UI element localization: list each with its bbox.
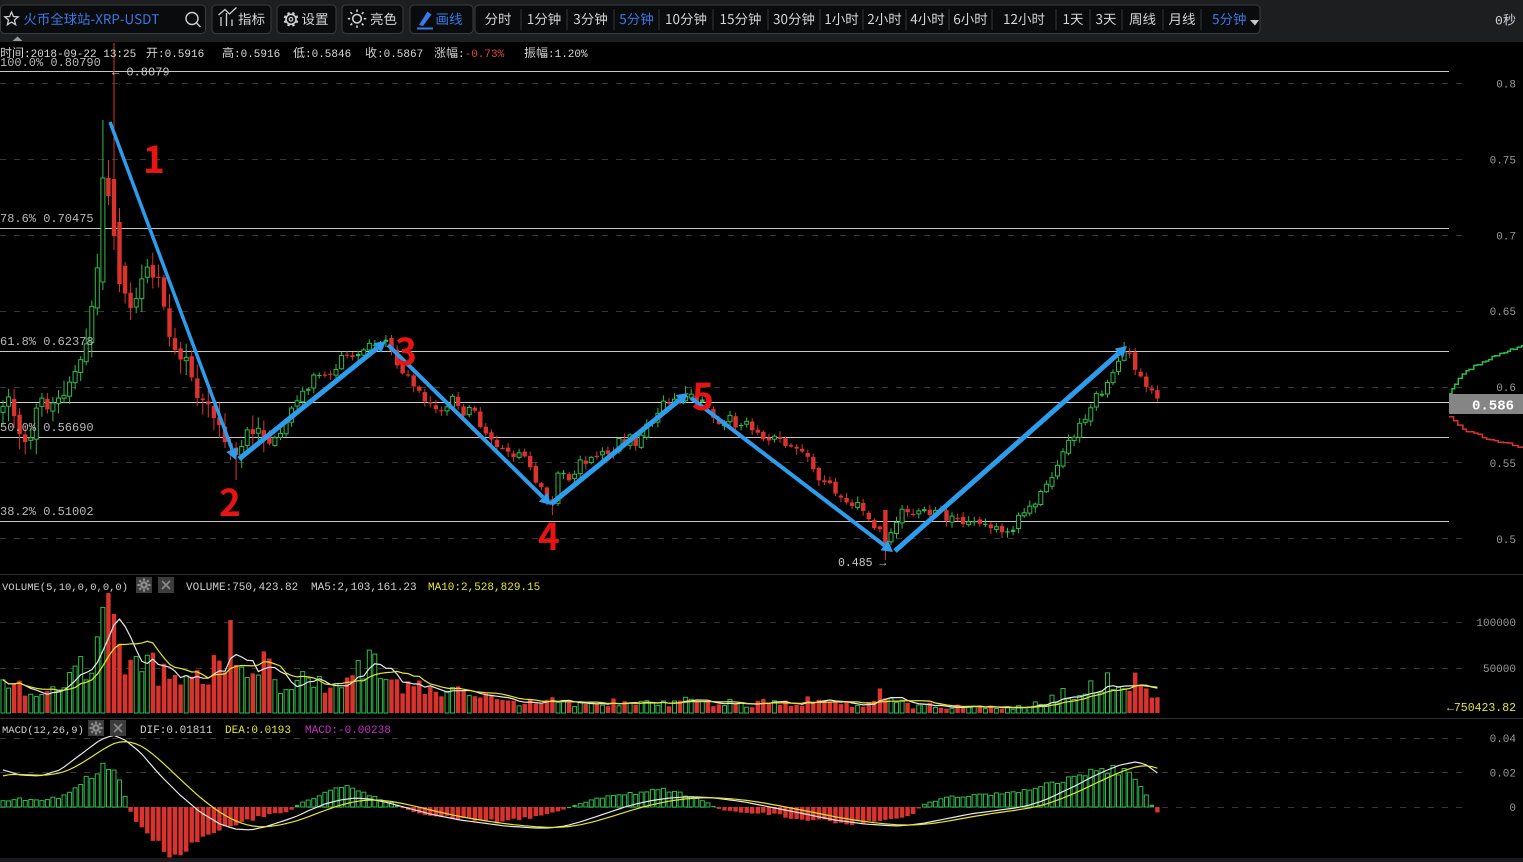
svg-text:MA5:2,103,161.23: MA5:2,103,161.23 bbox=[311, 582, 417, 594]
svg-text:0.485 →: 0.485 → bbox=[838, 557, 886, 570]
svg-text:0: 0 bbox=[1509, 803, 1516, 815]
svg-text:VOLUME:750,423.82: VOLUME:750,423.82 bbox=[186, 582, 298, 594]
svg-text:DEA:0.0193: DEA:0.0193 bbox=[225, 725, 291, 737]
svg-text:0.586: 0.586 bbox=[1472, 399, 1514, 415]
svg-text::2018-09-22 13:25: :2018-09-22 13:25 bbox=[24, 49, 136, 61]
svg-text:←750423.82: ←750423.82 bbox=[1447, 702, 1516, 715]
svg-text::: : bbox=[458, 49, 465, 61]
svg-text:0.65: 0.65 bbox=[1490, 307, 1516, 319]
svg-text:50.0% 0.56690: 50.0% 0.56690 bbox=[0, 421, 94, 435]
svg-text:0.5: 0.5 bbox=[1496, 535, 1516, 547]
svg-text:DIF:0.01811: DIF:0.01811 bbox=[140, 725, 213, 737]
svg-text:0: 0 bbox=[1495, 14, 1503, 29]
svg-text:0.7: 0.7 bbox=[1496, 231, 1516, 243]
svg-text:VOLUME(5,10,0,0,0,0): VOLUME(5,10,0,0,0,0) bbox=[2, 582, 128, 594]
svg-text:MA10:2,528,829.15: MA10:2,528,829.15 bbox=[428, 582, 540, 594]
svg-text:MACD(12,26,9): MACD(12,26,9) bbox=[2, 725, 84, 737]
svg-text:MACD:-0.00238: MACD:-0.00238 bbox=[305, 725, 391, 737]
svg-text:50000: 50000 bbox=[1483, 664, 1516, 676]
svg-text::0.5916: :0.5916 bbox=[234, 49, 280, 61]
svg-text::0.5916: :0.5916 bbox=[158, 49, 204, 61]
svg-text:-0.73%: -0.73% bbox=[465, 49, 505, 61]
svg-text:0.8: 0.8 bbox=[1496, 79, 1516, 91]
svg-text::1.20%: :1.20% bbox=[548, 49, 588, 61]
svg-text:0.04: 0.04 bbox=[1490, 734, 1517, 746]
svg-text:61.8% 0.62378: 61.8% 0.62378 bbox=[0, 335, 94, 349]
svg-text:0.02: 0.02 bbox=[1490, 769, 1516, 781]
svg-text::0.5867: :0.5867 bbox=[377, 49, 423, 61]
svg-text:← 0.8079: ← 0.8079 bbox=[112, 66, 170, 80]
svg-text:38.2% 0.51002: 38.2% 0.51002 bbox=[0, 505, 94, 519]
svg-text:78.6% 0.70475: 78.6% 0.70475 bbox=[0, 212, 94, 226]
svg-text:0.55: 0.55 bbox=[1490, 459, 1516, 471]
svg-text:100.0% 0.80790: 100.0% 0.80790 bbox=[0, 56, 101, 70]
svg-text:0.6: 0.6 bbox=[1496, 383, 1516, 395]
svg-text:0.75: 0.75 bbox=[1490, 155, 1516, 167]
svg-text:100000: 100000 bbox=[1476, 618, 1516, 630]
svg-text::0.5846: :0.5846 bbox=[305, 49, 351, 61]
